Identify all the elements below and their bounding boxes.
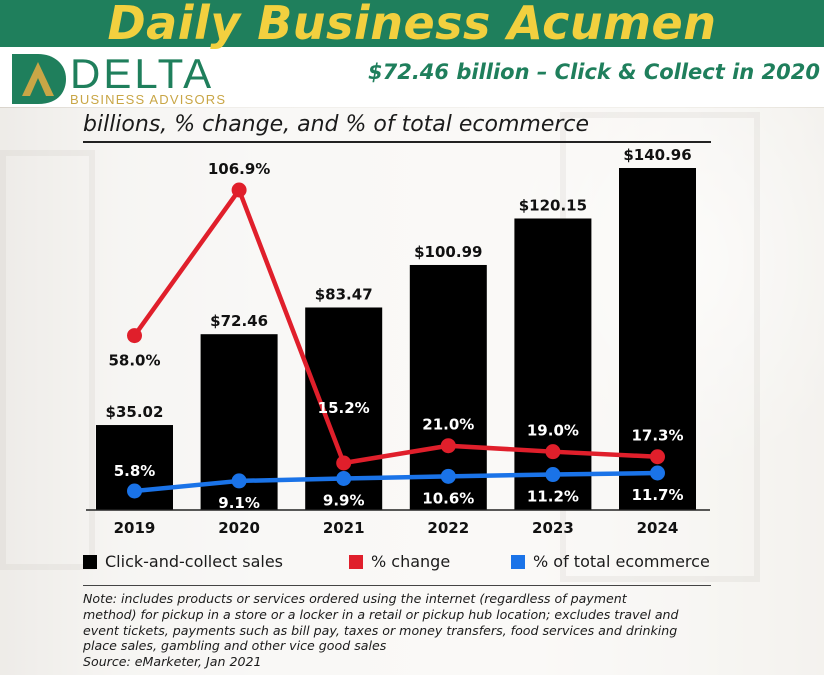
percent-change-label: 17.3%: [631, 427, 683, 445]
legend-label-share: % of total ecommerce: [533, 552, 710, 571]
legend-swatch-share: [511, 554, 525, 569]
chart-subtitle: billions, % change, and % of total ecomm…: [83, 112, 590, 137]
note-line: method) for pickup in a store or a locke…: [83, 606, 679, 622]
chart-note: Note: includes products or services orde…: [83, 591, 723, 670]
percent-change-label: 15.2%: [318, 399, 370, 417]
bar-value-label: $72.46: [210, 312, 268, 330]
logo-wordmark: DELTA: [70, 50, 215, 97]
delta-logo-icon: [12, 54, 66, 104]
percent-change-point: [440, 438, 456, 454]
percent-of-ecommerce-line: [134, 470, 658, 494]
note-line: event tickets, payments such as bill pay…: [83, 622, 678, 638]
note-line: Note: includes products or services orde…: [83, 591, 627, 606]
x-tick-label: 2022: [427, 519, 469, 537]
chart-top-rule: [83, 141, 711, 143]
percent-change-label: 21.0%: [422, 416, 474, 434]
percent-change-point: [650, 449, 665, 465]
logo-subtitle: BUSINESS ADVISORS: [70, 92, 227, 107]
percent-change-point: [336, 455, 352, 471]
percent-change-line: [132, 187, 658, 466]
percent-of-ecommerce-point: [127, 483, 142, 499]
legend-rule: [83, 585, 711, 586]
bar-value-label: $120.15: [519, 196, 587, 214]
chart-legend: Click-and-collect sales % change % of to…: [83, 552, 723, 574]
percent-of-ecommerce-point: [231, 473, 247, 489]
percent-change-point: [231, 182, 247, 198]
percent-of-ecommerce-label: 5.8%: [114, 462, 156, 480]
x-tick-label: 2019: [114, 519, 156, 537]
legend-label-change: % change: [371, 552, 451, 571]
percent-of-ecommerce-point: [545, 467, 561, 483]
percent-of-ecommerce-label: 11.2%: [527, 488, 579, 506]
legend-swatch-sales: [83, 554, 97, 569]
bar: [514, 218, 592, 511]
legend-item-share: % of total ecommerce: [511, 552, 710, 571]
legend-swatch-change: [349, 554, 363, 569]
header-tagline: $72.46 billion – Click & Collect in 2020: [367, 60, 820, 84]
percent-of-ecommerce-point: [650, 465, 665, 481]
bar-value-label: $140.96: [623, 146, 691, 164]
x-tick-label: 2021: [323, 519, 365, 537]
percent-of-ecommerce-label: 10.6%: [422, 489, 474, 507]
percent-change-label: 106.9%: [208, 160, 270, 178]
percent-of-ecommerce-label: 9.1%: [218, 494, 260, 512]
bar-value-label: $35.02: [106, 403, 164, 421]
legend-item-sales: Click-and-collect sales: [83, 552, 283, 571]
x-tick-label: 2020: [218, 519, 260, 537]
percent-change-point: [545, 444, 561, 460]
header-band: [0, 0, 824, 47]
legend-item-change: % change: [349, 552, 450, 571]
click-and-collect-chart: $35.02 2019 $72.46 2020 $83.47 2021 $100.99 202…: [86, 146, 710, 537]
header-title: Daily Business Acumen: [107, 0, 717, 50]
note-source: Source: eMarketer, Jan 2021: [83, 654, 262, 670]
note-line: place sales, gambling and other vice goo…: [83, 638, 387, 654]
percent-change-label: 58.0%: [108, 352, 160, 370]
legend-label-sales: Click-and-collect sales: [105, 552, 284, 571]
percent-change-label: 19.0%: [527, 422, 579, 440]
percent-of-ecommerce-label: 9.9%: [323, 491, 365, 509]
x-tick-label: 2023: [532, 519, 574, 537]
percent-of-ecommerce-point: [336, 470, 352, 486]
header-white-strip: [0, 47, 824, 107]
percent-of-ecommerce-point: [440, 468, 456, 484]
percent-change-point: [127, 328, 142, 344]
bar-value-label: $100.99: [414, 243, 482, 261]
percent-of-ecommerce-label: 11.7%: [631, 486, 683, 504]
bar-value-label: $83.47: [315, 285, 373, 303]
x-tick-label: 2024: [637, 519, 679, 537]
